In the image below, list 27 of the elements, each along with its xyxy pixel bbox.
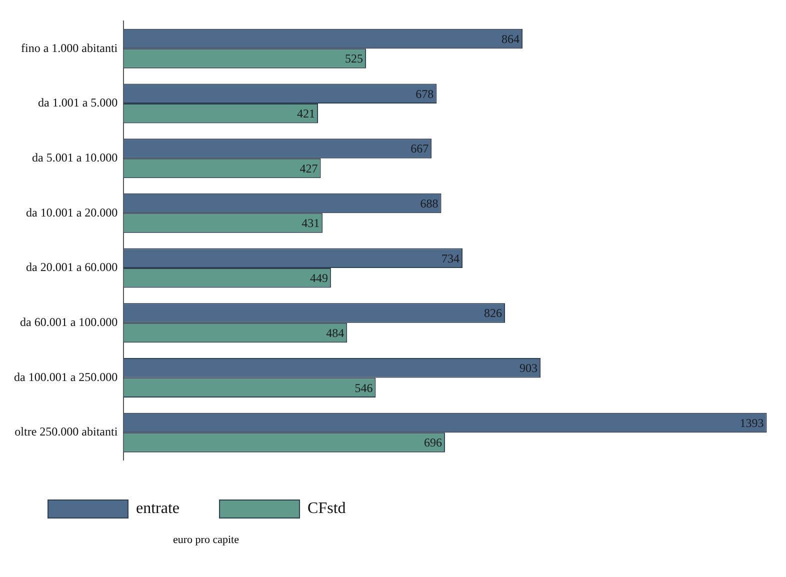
- legend-label: entrate: [136, 500, 180, 518]
- data-label: 734: [442, 251, 460, 266]
- data-label: 431: [302, 216, 320, 230]
- data-label: 484: [326, 326, 344, 340]
- y-tick-label: fino a 1.000 abitanti: [20, 40, 118, 55]
- y-tick-label: da 10.001 a 20.000: [26, 205, 118, 220]
- data-label: 696: [424, 436, 442, 450]
- y-tick-label: da 5.001 a 10.000: [32, 150, 118, 164]
- data-label: 449: [310, 271, 328, 286]
- data-label: 688: [420, 196, 438, 210]
- y-tick-label: da 60.001 a 100.000: [20, 315, 118, 330]
- y-tick-label: da 100.001 a 250.000: [14, 370, 118, 384]
- data-label: 1393: [740, 416, 764, 430]
- data-label: 678: [416, 86, 434, 101]
- data-label: 421: [297, 106, 316, 121]
- data-label: 667: [410, 142, 429, 156]
- data-label: 826: [484, 306, 502, 320]
- data-label: 903: [520, 361, 538, 376]
- data-label: 546: [354, 380, 373, 395]
- data-label: 427: [300, 161, 318, 176]
- data-label: 525: [345, 52, 364, 66]
- legend-label: CFstd: [308, 500, 346, 518]
- y-tick-label: oltre 250.000 abitanti: [14, 424, 118, 439]
- y-tick-label: da 20.001 a 60.000: [26, 260, 118, 274]
- y-tick-label: da 1.001 a 5.000: [38, 96, 118, 110]
- text: euro pro capite: [173, 534, 240, 546]
- data-label: 864: [502, 32, 520, 46]
